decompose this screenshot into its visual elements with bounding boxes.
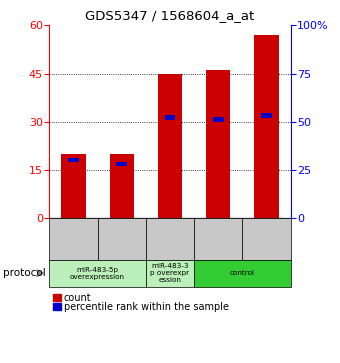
Bar [206,70,231,218]
Bar [213,117,224,122]
Text: miR-483-3
p overexpr
ession: miR-483-3 p overexpr ession [150,263,190,283]
Bar [261,113,272,118]
Text: miR-483-5p
overexpression: miR-483-5p overexpression [70,267,125,280]
Bar [61,154,85,218]
Bar [53,294,61,301]
Text: control: control [230,270,255,276]
Text: GDS5347 / 1568604_a_at: GDS5347 / 1568604_a_at [85,9,255,22]
Bar [53,303,61,310]
Bar [68,158,79,163]
Bar [109,154,134,218]
Text: count: count [64,293,91,303]
Bar [254,35,279,218]
Bar [158,73,182,218]
Bar [116,162,127,166]
Text: protocol: protocol [3,268,46,278]
Text: percentile rank within the sample: percentile rank within the sample [64,302,228,312]
Bar [165,115,175,120]
